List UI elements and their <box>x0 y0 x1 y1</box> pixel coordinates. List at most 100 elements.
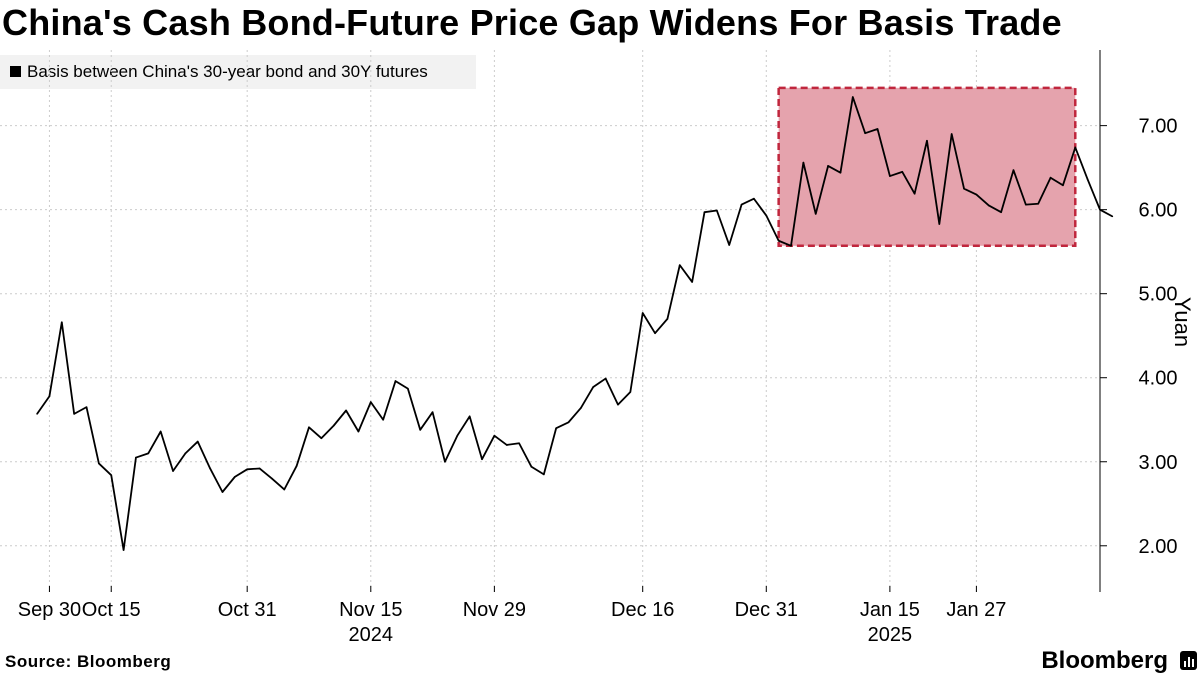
y-tick-label: 2.00 <box>1139 536 1178 558</box>
data-point <box>295 465 298 467</box>
data-point <box>209 467 211 470</box>
data-point <box>246 468 248 471</box>
legend-label: Basis between China's 30-year bond and 3… <box>27 62 428 81</box>
x-tick-label: Jan 15 <box>860 599 920 621</box>
data-point <box>221 491 224 493</box>
data-point <box>938 223 941 225</box>
data-point <box>666 318 669 320</box>
legend <box>0 55 476 89</box>
data-point <box>876 128 879 130</box>
data-point <box>481 458 483 461</box>
data-point <box>1086 178 1089 181</box>
data-point <box>592 386 595 388</box>
data-point <box>1111 215 1114 218</box>
data-point <box>172 470 174 472</box>
data-point <box>518 442 520 445</box>
data-point <box>431 411 434 413</box>
data-point <box>580 407 582 409</box>
data-point <box>827 165 829 167</box>
data-point <box>987 204 990 207</box>
x-tick-label: Dec 31 <box>735 599 798 621</box>
data-point <box>617 403 619 406</box>
data-point <box>641 312 644 314</box>
data-point <box>703 211 706 213</box>
data-point <box>790 244 792 247</box>
data-point <box>716 209 718 212</box>
data-point <box>320 437 323 440</box>
data-point <box>394 380 397 382</box>
data-point <box>493 434 496 437</box>
data-point <box>110 474 113 476</box>
data-point <box>1000 211 1002 213</box>
data-point <box>753 197 755 200</box>
highlight-box <box>777 86 1077 248</box>
y-axis-title: Yuan <box>1170 297 1195 347</box>
data-point <box>98 462 100 465</box>
data-point <box>814 213 817 215</box>
data-point <box>555 427 557 429</box>
x-year-label: 2024 <box>349 624 394 646</box>
data-point <box>357 430 360 433</box>
x-tick-label: Oct 15 <box>82 599 141 621</box>
data-point <box>85 406 88 408</box>
data-point <box>678 264 681 266</box>
series-line <box>36 96 1113 551</box>
data-point <box>1037 202 1040 205</box>
data-point <box>864 132 866 134</box>
legend-swatch <box>10 66 21 77</box>
data-point <box>258 467 261 470</box>
data-point <box>332 424 335 427</box>
x-tick-label: Jan 27 <box>946 599 1006 621</box>
data-point <box>382 418 384 421</box>
source-note: Source: Bloomberg <box>5 652 172 671</box>
data-point <box>1025 203 1027 206</box>
data-point <box>889 175 891 177</box>
axis-layer: 2.00 3.00 4.00 5.00 6.00 7.00 Sep 30 Oct 15 Oct … <box>18 50 1178 646</box>
data-point <box>839 171 842 174</box>
data-point <box>963 187 965 190</box>
data-point <box>802 161 805 164</box>
data-point <box>975 193 978 196</box>
data-point <box>419 429 422 431</box>
data-point <box>777 239 780 242</box>
bloomberg-logo: Bloomberg <box>1041 647 1168 674</box>
data-point <box>654 332 656 334</box>
data-point <box>48 395 51 398</box>
data-point <box>468 415 471 418</box>
highlight-layer <box>777 86 1077 248</box>
data-point <box>1049 176 1052 179</box>
chart-title: China's Cash Bond-Future Price Gap Widen… <box>2 2 1062 43</box>
data-point <box>530 465 533 468</box>
data-point <box>271 477 273 480</box>
data-point <box>345 409 347 412</box>
data-point <box>604 377 607 380</box>
data-point <box>1062 184 1064 187</box>
y-tick-label: 5.00 <box>1139 284 1178 306</box>
data-point <box>135 456 137 459</box>
data-point <box>308 426 310 429</box>
data-point <box>728 244 731 246</box>
data-point <box>765 214 768 217</box>
data-point <box>60 321 63 324</box>
data-point <box>122 549 125 551</box>
y-tick-label: 4.00 <box>1139 368 1178 390</box>
data-point <box>926 139 928 142</box>
data-point <box>369 401 372 403</box>
x-tick-label: Oct 31 <box>218 599 277 621</box>
data-point <box>1074 146 1077 149</box>
data-point <box>852 96 854 98</box>
y-tick-label: 7.00 <box>1139 116 1178 138</box>
data-point <box>36 413 38 415</box>
data-point <box>184 452 187 455</box>
data-point <box>543 473 545 476</box>
data-point <box>234 476 236 478</box>
data-point <box>456 434 459 437</box>
data-point <box>444 460 446 463</box>
bloomberg-terminal-icon <box>1180 651 1197 670</box>
x-tick-label: Sep 30 <box>18 599 81 621</box>
x-tick-label: Dec 16 <box>611 599 674 621</box>
data-point <box>901 171 904 173</box>
data-point <box>147 452 150 455</box>
data-point <box>283 488 286 491</box>
